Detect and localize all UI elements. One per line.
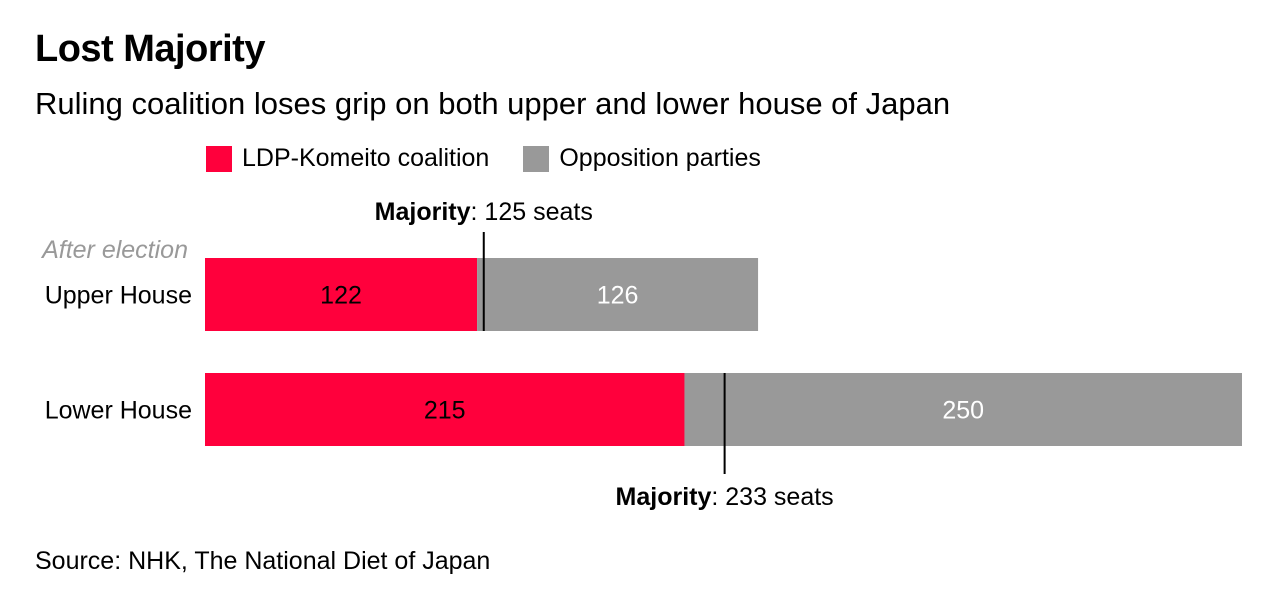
majority-label-upper-house: Majority: 125 seats: [375, 198, 593, 226]
majority-label-lower-house: Majority: 233 seats: [616, 483, 834, 511]
bar-label-upper-house-series-0: 122: [320, 282, 362, 310]
legend-item-coalition: LDP-Komeito coalition: [206, 144, 489, 173]
chart-subtitle: Ruling coalition loses grip on both uppe…: [35, 86, 951, 121]
bar-label-upper-house-series-1: 126: [597, 282, 639, 310]
bar-lower-house-series-1: [684, 373, 1242, 446]
bar-upper-house-series-0: [205, 258, 478, 331]
legend-swatch-coalition: [206, 145, 232, 172]
legend: LDP-Komeito coalition Opposition parties: [206, 144, 795, 173]
majority-label-value: : 233 seats: [711, 483, 833, 511]
legend-label-coalition: LDP-Komeito coalition: [242, 144, 490, 172]
bar-upper-house-series-1: [477, 258, 759, 331]
category-label-lower-house: Lower House: [45, 397, 192, 425]
majority-label-bold: Majority: [616, 483, 712, 511]
source-note: Source: NHK, The National Diet of Japan: [35, 547, 491, 575]
bar-label-lower-house-series-1: 250: [942, 397, 984, 425]
category-label-upper-house: Upper House: [45, 282, 192, 310]
legend-item-opposition: Opposition parties: [523, 144, 761, 173]
category-note: After election: [40, 236, 188, 264]
legend-swatch-opposition: [523, 145, 550, 172]
bar-lower-house-series-0: [205, 373, 685, 446]
bar-label-lower-house-series-0: 215: [424, 397, 466, 425]
chart-title: Lost Majority: [35, 28, 265, 70]
legend-label-opposition: Opposition parties: [559, 144, 761, 172]
majority-label-bold: Majority: [375, 198, 471, 226]
majority-label-value: : 125 seats: [471, 198, 593, 226]
